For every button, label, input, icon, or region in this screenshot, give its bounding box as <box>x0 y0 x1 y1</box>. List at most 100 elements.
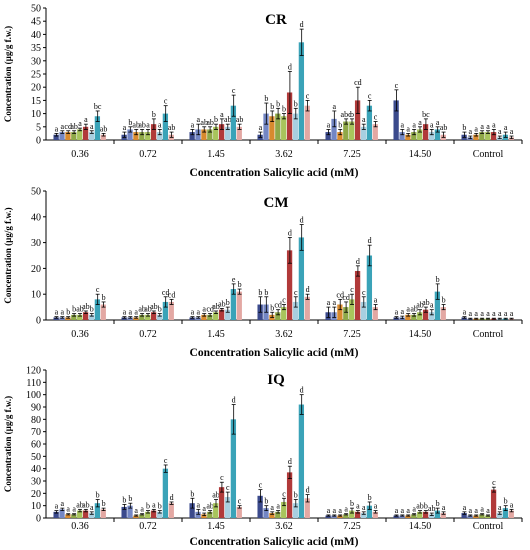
significance-letter: a <box>72 505 76 514</box>
significance-letter: c <box>306 91 310 100</box>
bar <box>281 501 287 518</box>
bar <box>440 513 446 518</box>
bar <box>479 514 485 518</box>
bar <box>59 132 65 140</box>
chart-panel-cm: 0 10 20 30 40 50 CM Concentration Salicylic aci… <box>3 187 523 359</box>
significance-letter: c <box>282 296 286 305</box>
significance-letter: b <box>146 502 150 511</box>
significance-letter: b <box>152 110 156 119</box>
significance-letter: b <box>462 123 466 132</box>
bar <box>88 513 95 518</box>
significance-letter: b <box>238 280 242 289</box>
significance-letter: a <box>510 500 514 509</box>
significance-letter: a <box>474 124 478 133</box>
significance-letter: a <box>486 309 490 318</box>
significance-letter: ab <box>410 305 418 314</box>
significance-letter: a <box>362 115 366 124</box>
significance-letter: a <box>220 110 224 119</box>
bar <box>428 132 435 140</box>
significance-letter: a <box>259 123 263 132</box>
y-tick-label: 0 <box>36 514 41 525</box>
bar <box>428 312 435 320</box>
bar <box>139 514 145 518</box>
bar <box>88 314 95 320</box>
significance-letter: c <box>238 497 242 506</box>
significance-letter: a <box>374 296 378 305</box>
x-tick-label: 7.25 <box>343 329 361 340</box>
bar <box>422 124 429 140</box>
significance-letter: c <box>395 81 399 90</box>
y-tick-label: 60 <box>31 440 41 451</box>
bar <box>286 472 293 518</box>
bar <box>236 126 242 140</box>
significance-letter: d <box>232 396 236 405</box>
y-tick-label: 90 <box>31 403 41 414</box>
significance-letter: a <box>480 309 484 318</box>
bar <box>281 307 287 320</box>
significance-letter: d <box>300 216 304 225</box>
y-tick-label: 10 <box>31 109 41 120</box>
bar <box>77 314 83 320</box>
bar <box>325 515 331 518</box>
bar <box>127 505 133 518</box>
x-tick-label: 7.25 <box>343 149 361 160</box>
significance-letter: a <box>463 503 467 512</box>
y-tick-label: 50 <box>31 4 41 15</box>
bar <box>156 314 163 320</box>
significance-letter: a <box>395 308 399 317</box>
significance-letter: b <box>436 275 440 284</box>
bar <box>298 237 305 320</box>
bar <box>372 307 378 320</box>
bar <box>292 301 299 320</box>
y-tick-label: 30 <box>31 56 41 67</box>
significance-letter: ab <box>82 500 90 509</box>
significance-letter: a <box>270 503 274 512</box>
significance-letter: d <box>356 257 360 266</box>
significance-letter: ab <box>422 298 430 307</box>
bar <box>366 505 373 518</box>
bar <box>461 513 467 518</box>
x-tick-label: 0.72 <box>139 149 157 160</box>
y-tick-label: 40 <box>31 212 41 223</box>
bar <box>331 515 337 518</box>
significance-letter: a <box>436 118 440 127</box>
significance-letter: c <box>232 86 236 95</box>
x-tick-label: 0.72 <box>139 521 157 532</box>
significance-letter: a <box>191 308 195 317</box>
bar <box>399 132 405 140</box>
y-tick-label: 120 <box>26 366 41 377</box>
significance-letter: b <box>190 489 194 498</box>
bar <box>156 511 163 518</box>
bar <box>82 126 89 140</box>
y-tick-label: 45 <box>31 17 41 28</box>
bar <box>360 513 367 518</box>
y-tick-label: 50 <box>31 187 41 198</box>
significance-letter: b <box>424 502 428 511</box>
significance-letter: a <box>510 127 514 136</box>
bar <box>417 312 423 320</box>
significance-letter: ab <box>236 115 244 124</box>
significance-letter: b <box>442 296 446 305</box>
significance-letter: a <box>492 120 496 129</box>
bar <box>224 309 231 320</box>
bar <box>304 498 310 518</box>
bar <box>286 250 293 320</box>
significance-letter: b <box>270 102 274 111</box>
bar <box>337 515 343 518</box>
bar <box>422 511 429 518</box>
x-tick-label: 0.36 <box>71 329 89 340</box>
significance-letter: b <box>350 110 354 119</box>
significance-letter: b <box>128 118 132 127</box>
x-tick-label: Control <box>473 149 504 160</box>
significance-letter: b <box>294 99 298 108</box>
bar <box>156 132 163 140</box>
bar <box>467 515 473 518</box>
significance-letter: ab <box>144 305 152 314</box>
significance-letter: c <box>492 478 496 487</box>
bar <box>490 489 497 518</box>
significance-letter: b <box>294 491 298 500</box>
bar <box>269 116 275 140</box>
chart-title: IQ <box>267 372 285 388</box>
significance-letter: b <box>214 115 218 124</box>
significance-letter: a <box>90 503 94 512</box>
